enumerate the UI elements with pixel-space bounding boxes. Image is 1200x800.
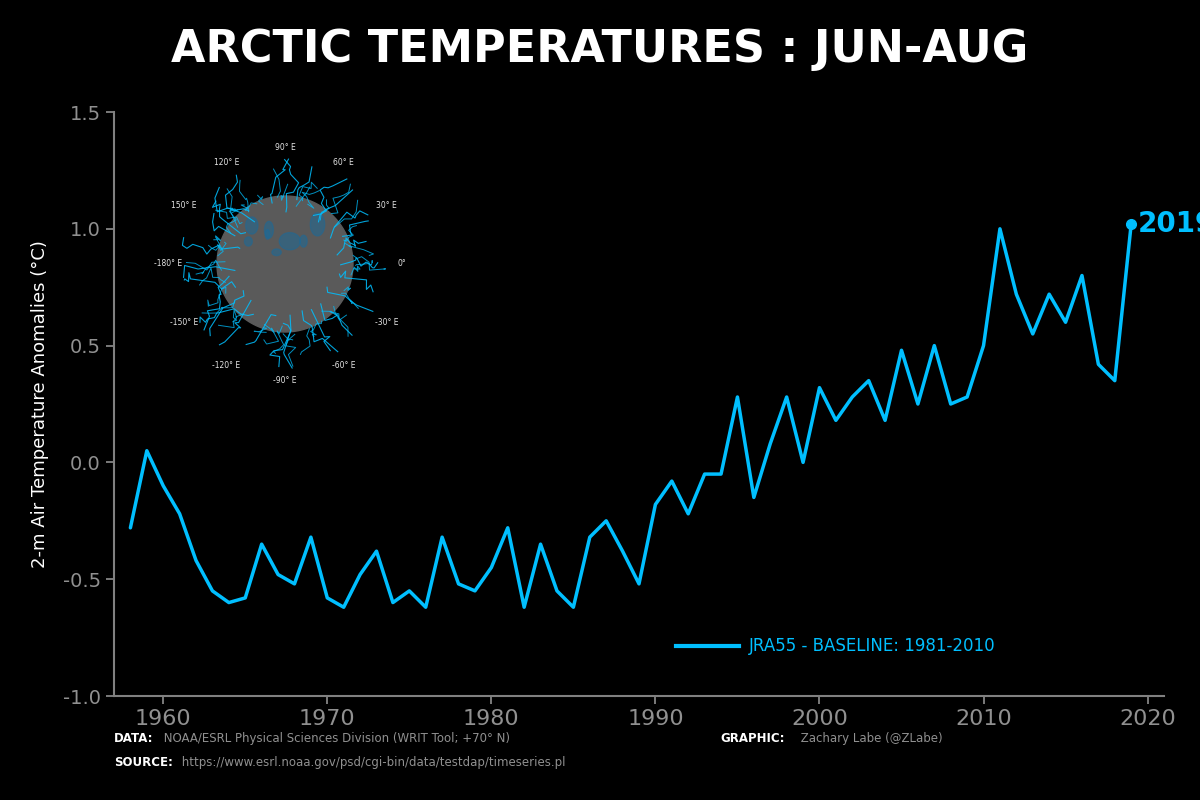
Text: ARCTIC TEMPERATURES : JUN-AUG: ARCTIC TEMPERATURES : JUN-AUG — [172, 28, 1028, 71]
Polygon shape — [300, 235, 307, 247]
Text: -120° E: -120° E — [212, 361, 240, 370]
Y-axis label: 2-m Air Temperature Anomalies (°C): 2-m Air Temperature Anomalies (°C) — [31, 240, 49, 568]
Text: -60° E: -60° E — [331, 361, 355, 370]
Polygon shape — [245, 237, 252, 246]
Text: 2019: 2019 — [1138, 210, 1200, 238]
Text: GRAPHIC:: GRAPHIC: — [720, 732, 785, 745]
Polygon shape — [246, 217, 258, 234]
Text: NOAA/ESRL Physical Sciences Division (WRIT Tool; +70° N): NOAA/ESRL Physical Sciences Division (WR… — [160, 732, 510, 745]
Polygon shape — [272, 249, 281, 256]
Text: 90° E: 90° E — [275, 142, 295, 151]
Text: 120° E: 120° E — [214, 158, 239, 167]
Text: -150° E: -150° E — [169, 318, 198, 327]
Polygon shape — [265, 230, 270, 239]
Text: JRA55 - BASELINE: 1981-2010: JRA55 - BASELINE: 1981-2010 — [749, 638, 996, 655]
Text: 30° E: 30° E — [376, 201, 397, 210]
Text: -180° E: -180° E — [154, 259, 182, 269]
Text: Zachary Labe (@ZLabe): Zachary Labe (@ZLabe) — [797, 732, 942, 745]
Text: 60° E: 60° E — [334, 158, 354, 167]
Text: https://www.esrl.noaa.gov/psd/cgi-bin/data/testdap/timeseries.pl: https://www.esrl.noaa.gov/psd/cgi-bin/da… — [178, 756, 565, 769]
Text: -30° E: -30° E — [374, 318, 398, 327]
Text: 150° E: 150° E — [170, 201, 197, 210]
Polygon shape — [311, 213, 325, 236]
Text: SOURCE:: SOURCE: — [114, 756, 173, 769]
Polygon shape — [217, 196, 353, 332]
Polygon shape — [264, 222, 274, 238]
Text: -90° E: -90° E — [274, 377, 296, 386]
Polygon shape — [280, 233, 300, 250]
Text: DATA:: DATA: — [114, 732, 154, 745]
Text: 0°: 0° — [397, 259, 407, 269]
